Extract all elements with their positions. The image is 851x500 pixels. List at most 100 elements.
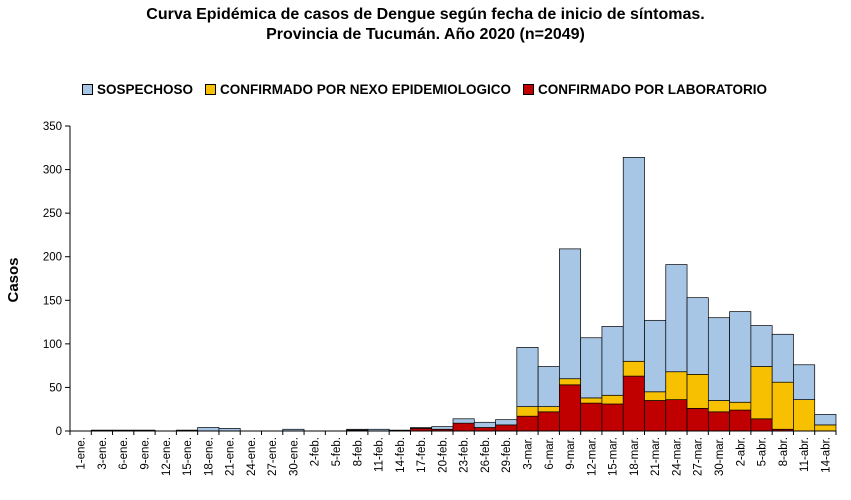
x-tick-label: 8-abr. <box>778 437 790 466</box>
legend-swatch-laboratorio <box>523 84 535 95</box>
bar-sospechoso <box>771 333 794 383</box>
bar-sospechoso <box>665 264 688 373</box>
x-tick-label: 2-abr. <box>735 437 747 466</box>
bar-laboratorio <box>622 375 645 432</box>
x-tick-label: 24-ene. <box>246 437 258 476</box>
x-tick-label: 2-feb. <box>310 437 322 466</box>
x-tick-label: 14-feb. <box>395 437 407 473</box>
bar-nexo <box>707 400 730 413</box>
bar-laboratorio <box>537 411 560 432</box>
x-axis-ticks: 1-ene. 3-ene. 6-ene. 9-ene. 12-ene. 15-ene. 18… <box>69 431 837 476</box>
bar-laboratorio <box>644 400 667 432</box>
x-tick-label: 23-feb. <box>459 437 471 473</box>
x-tick-label: 18-mar. <box>629 437 641 476</box>
y-tick-label: 300 <box>43 165 62 177</box>
x-tick-label: 15-ene. <box>182 437 194 476</box>
legend-item-nexo: CONFIRMADO POR NEXO EPIDEMIOLOGICO <box>205 82 511 97</box>
x-tick-label: 1-ene. <box>76 437 88 470</box>
bar-nexo <box>793 399 816 432</box>
bar-laboratorio <box>729 409 752 432</box>
bar-sospechoso <box>537 366 560 407</box>
bar-sospechoso <box>410 427 433 429</box>
x-tick-label: 27-mar. <box>693 437 705 476</box>
bar-laboratorio <box>495 424 518 432</box>
bar-laboratorio <box>686 407 709 432</box>
bar-laboratorio <box>601 403 624 432</box>
legend-swatch-sospechoso <box>82 84 93 95</box>
x-tick-label: 18-ene. <box>203 437 215 476</box>
bar-laboratorio <box>516 415 539 432</box>
bar-sospechoso <box>750 325 773 367</box>
bar-nexo <box>665 371 688 400</box>
y-axis-label: Casos <box>5 257 22 302</box>
y-tick-label: 200 <box>43 252 62 264</box>
bar-sospechoso <box>580 337 603 399</box>
x-tick-label: 11-feb. <box>374 437 386 472</box>
x-tick-label: 17-feb. <box>416 437 428 473</box>
bar-nexo <box>516 406 539 417</box>
bar-nexo <box>729 401 752 411</box>
legend-label-nexo: CONFIRMADO POR NEXO EPIDEMIOLOGICO <box>220 82 512 97</box>
x-tick-label: 3-ene. <box>97 437 109 470</box>
x-tick-label: 15-mar. <box>608 437 620 476</box>
bar-sospechoso <box>601 326 624 396</box>
x-tick-label: 14-abr. <box>820 437 832 473</box>
bar-nexo <box>771 381 794 430</box>
bar-sospechoso <box>516 346 539 407</box>
bar-sospechoso <box>622 157 645 362</box>
x-tick-label: 9-mar. <box>565 437 577 470</box>
bar-laboratorio <box>473 427 496 432</box>
legend-item-sospechoso: SOSPECHOSO <box>82 82 193 97</box>
x-tick-label: 9-ene. <box>139 437 151 470</box>
bar-sospechoso <box>346 428 369 431</box>
y-axis-ticks: 0 50 100 150 200 250 300 350 <box>43 121 70 438</box>
y-tick-label: 350 <box>43 121 62 133</box>
x-tick-label: 27-ene. <box>267 437 279 476</box>
x-tick-label: 11-abr. <box>799 437 811 472</box>
legend-swatch-nexo <box>205 84 217 95</box>
bars-group <box>90 157 837 432</box>
bar-sospechoso <box>729 311 752 403</box>
bar-nexo <box>622 360 645 377</box>
bar-nexo <box>559 378 582 386</box>
x-tick-label: 12-ene. <box>161 437 173 476</box>
bar-nexo <box>686 374 709 409</box>
chart-legend: SOSPECHOSO CONFIRMADO POR NEXO EPIDEMIOL… <box>82 82 779 97</box>
legend-label-sospechoso: SOSPECHOSO <box>97 82 194 97</box>
bar-laboratorio <box>750 418 773 432</box>
y-tick-label: 0 <box>56 426 62 438</box>
bar-sospechoso <box>431 426 454 430</box>
bar-sospechoso <box>707 317 730 401</box>
bar-sospechoso <box>814 414 837 426</box>
x-tick-label: 20-feb. <box>437 437 449 473</box>
bar-laboratorio <box>559 384 582 432</box>
bar-nexo <box>814 424 837 432</box>
bar-nexo <box>601 394 624 405</box>
bar-sospechoso <box>644 319 667 393</box>
legend-item-laboratorio: CONFIRMADO POR LABORATORIO <box>523 82 767 97</box>
x-tick-label: 24-mar. <box>671 437 683 476</box>
y-tick-label: 250 <box>43 208 62 220</box>
x-tick-label: 3-mar. <box>522 437 534 470</box>
y-tick-label: 100 <box>43 339 62 351</box>
legend-label-laboratorio: CONFIRMADO POR LABORATORIO <box>538 82 768 97</box>
bar-laboratorio <box>665 399 688 432</box>
y-tick-label: 150 <box>43 295 62 307</box>
x-tick-label: 21-ene. <box>225 437 237 476</box>
chart-title: Curva Epidémica de casos de Dengue según… <box>146 6 705 23</box>
bar-sospechoso <box>197 427 220 432</box>
bar-sospechoso <box>495 419 518 426</box>
x-tick-label: 30-ene. <box>288 437 300 476</box>
x-tick-label: 21-mar. <box>650 437 662 476</box>
x-tick-label: 29-feb. <box>501 437 513 473</box>
bar-sospechoso <box>686 297 709 375</box>
bar-sospechoso <box>559 248 582 380</box>
bar-nexo <box>580 397 603 404</box>
bar-sospechoso <box>452 418 475 424</box>
bar-nexo <box>750 366 773 420</box>
x-tick-label: 30-mar. <box>714 437 726 476</box>
bar-sospechoso <box>793 364 816 400</box>
x-tick-label: 5-feb. <box>331 437 343 466</box>
y-tick-label: 50 <box>49 382 62 394</box>
